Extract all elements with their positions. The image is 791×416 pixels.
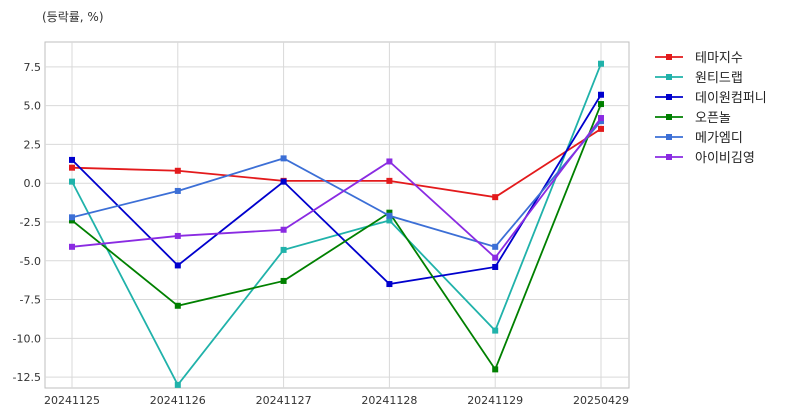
series-point (598, 101, 604, 108)
y-tick-label: -7.5 (20, 294, 41, 307)
legend-label: 아이비김영 (695, 151, 755, 166)
series-point (492, 366, 499, 373)
series-point (492, 327, 499, 334)
series-line (71, 117, 602, 259)
series-point (69, 156, 75, 163)
legend-label: 데이원컴퍼니 (695, 91, 767, 106)
series-point (598, 91, 604, 98)
series-point (598, 60, 604, 67)
series-point (386, 158, 393, 165)
series-point (492, 243, 499, 250)
x-tick-label: 20241128 (361, 394, 417, 407)
series-point (69, 243, 75, 250)
series-point (280, 226, 287, 233)
series-point (492, 194, 499, 201)
series-point (174, 302, 181, 309)
legend-marker (666, 54, 672, 60)
y-tick-label: 7.5 (24, 61, 42, 74)
legend-label: 메가엠디 (695, 131, 743, 146)
legend-label: 원티드랩 (695, 71, 743, 86)
series-point (492, 263, 499, 270)
unit-label: (등락률, %) (42, 10, 104, 24)
series-point (386, 209, 393, 216)
series-point (386, 177, 393, 184)
legend-marker (666, 134, 672, 140)
series-point (280, 277, 287, 284)
series-line (71, 120, 602, 248)
x-tick-label: 20241126 (150, 394, 206, 407)
series-point (69, 178, 75, 185)
series-point (280, 246, 287, 253)
y-tick-label: -12.5 (13, 371, 41, 384)
plot-frame (44, 41, 630, 389)
series-point (386, 281, 393, 288)
legend-marker (666, 74, 672, 80)
y-tick-label: -2.5 (20, 216, 41, 229)
series-line (71, 63, 602, 387)
series-point (386, 212, 393, 219)
series-line (71, 103, 602, 372)
series-point (174, 262, 181, 269)
series-point (69, 164, 75, 171)
x-tick-label: 20250429 (573, 394, 629, 407)
legend-marker (666, 114, 672, 120)
series-point (69, 217, 75, 224)
x-tick-label: 20241125 (44, 394, 100, 407)
y-tick-label: -10.0 (13, 332, 41, 345)
series-line (71, 128, 602, 199)
legend-marker (666, 94, 672, 100)
series-point (386, 217, 393, 224)
y-tick-label: 2.5 (24, 138, 42, 151)
series-point (174, 232, 181, 239)
series-point (598, 125, 604, 132)
legend-label: 테마지수 (695, 51, 743, 66)
series-point (280, 155, 287, 162)
series-point (492, 254, 499, 261)
series-point (598, 118, 604, 125)
series-point (598, 115, 604, 122)
series-line (71, 94, 602, 286)
y-tick-label: -5.0 (20, 255, 41, 268)
legend-marker (666, 154, 672, 160)
y-tick-label: 5.0 (24, 100, 42, 113)
series-point (280, 178, 287, 185)
series-point (69, 214, 75, 221)
series-point (174, 187, 181, 194)
legend-label: 오픈놀 (695, 111, 731, 126)
x-tick-label: 20241129 (467, 394, 523, 407)
y-tick-label: 0.0 (24, 177, 42, 190)
x-tick-label: 20241127 (256, 394, 312, 407)
series-point (174, 381, 181, 388)
series-point (174, 167, 181, 174)
